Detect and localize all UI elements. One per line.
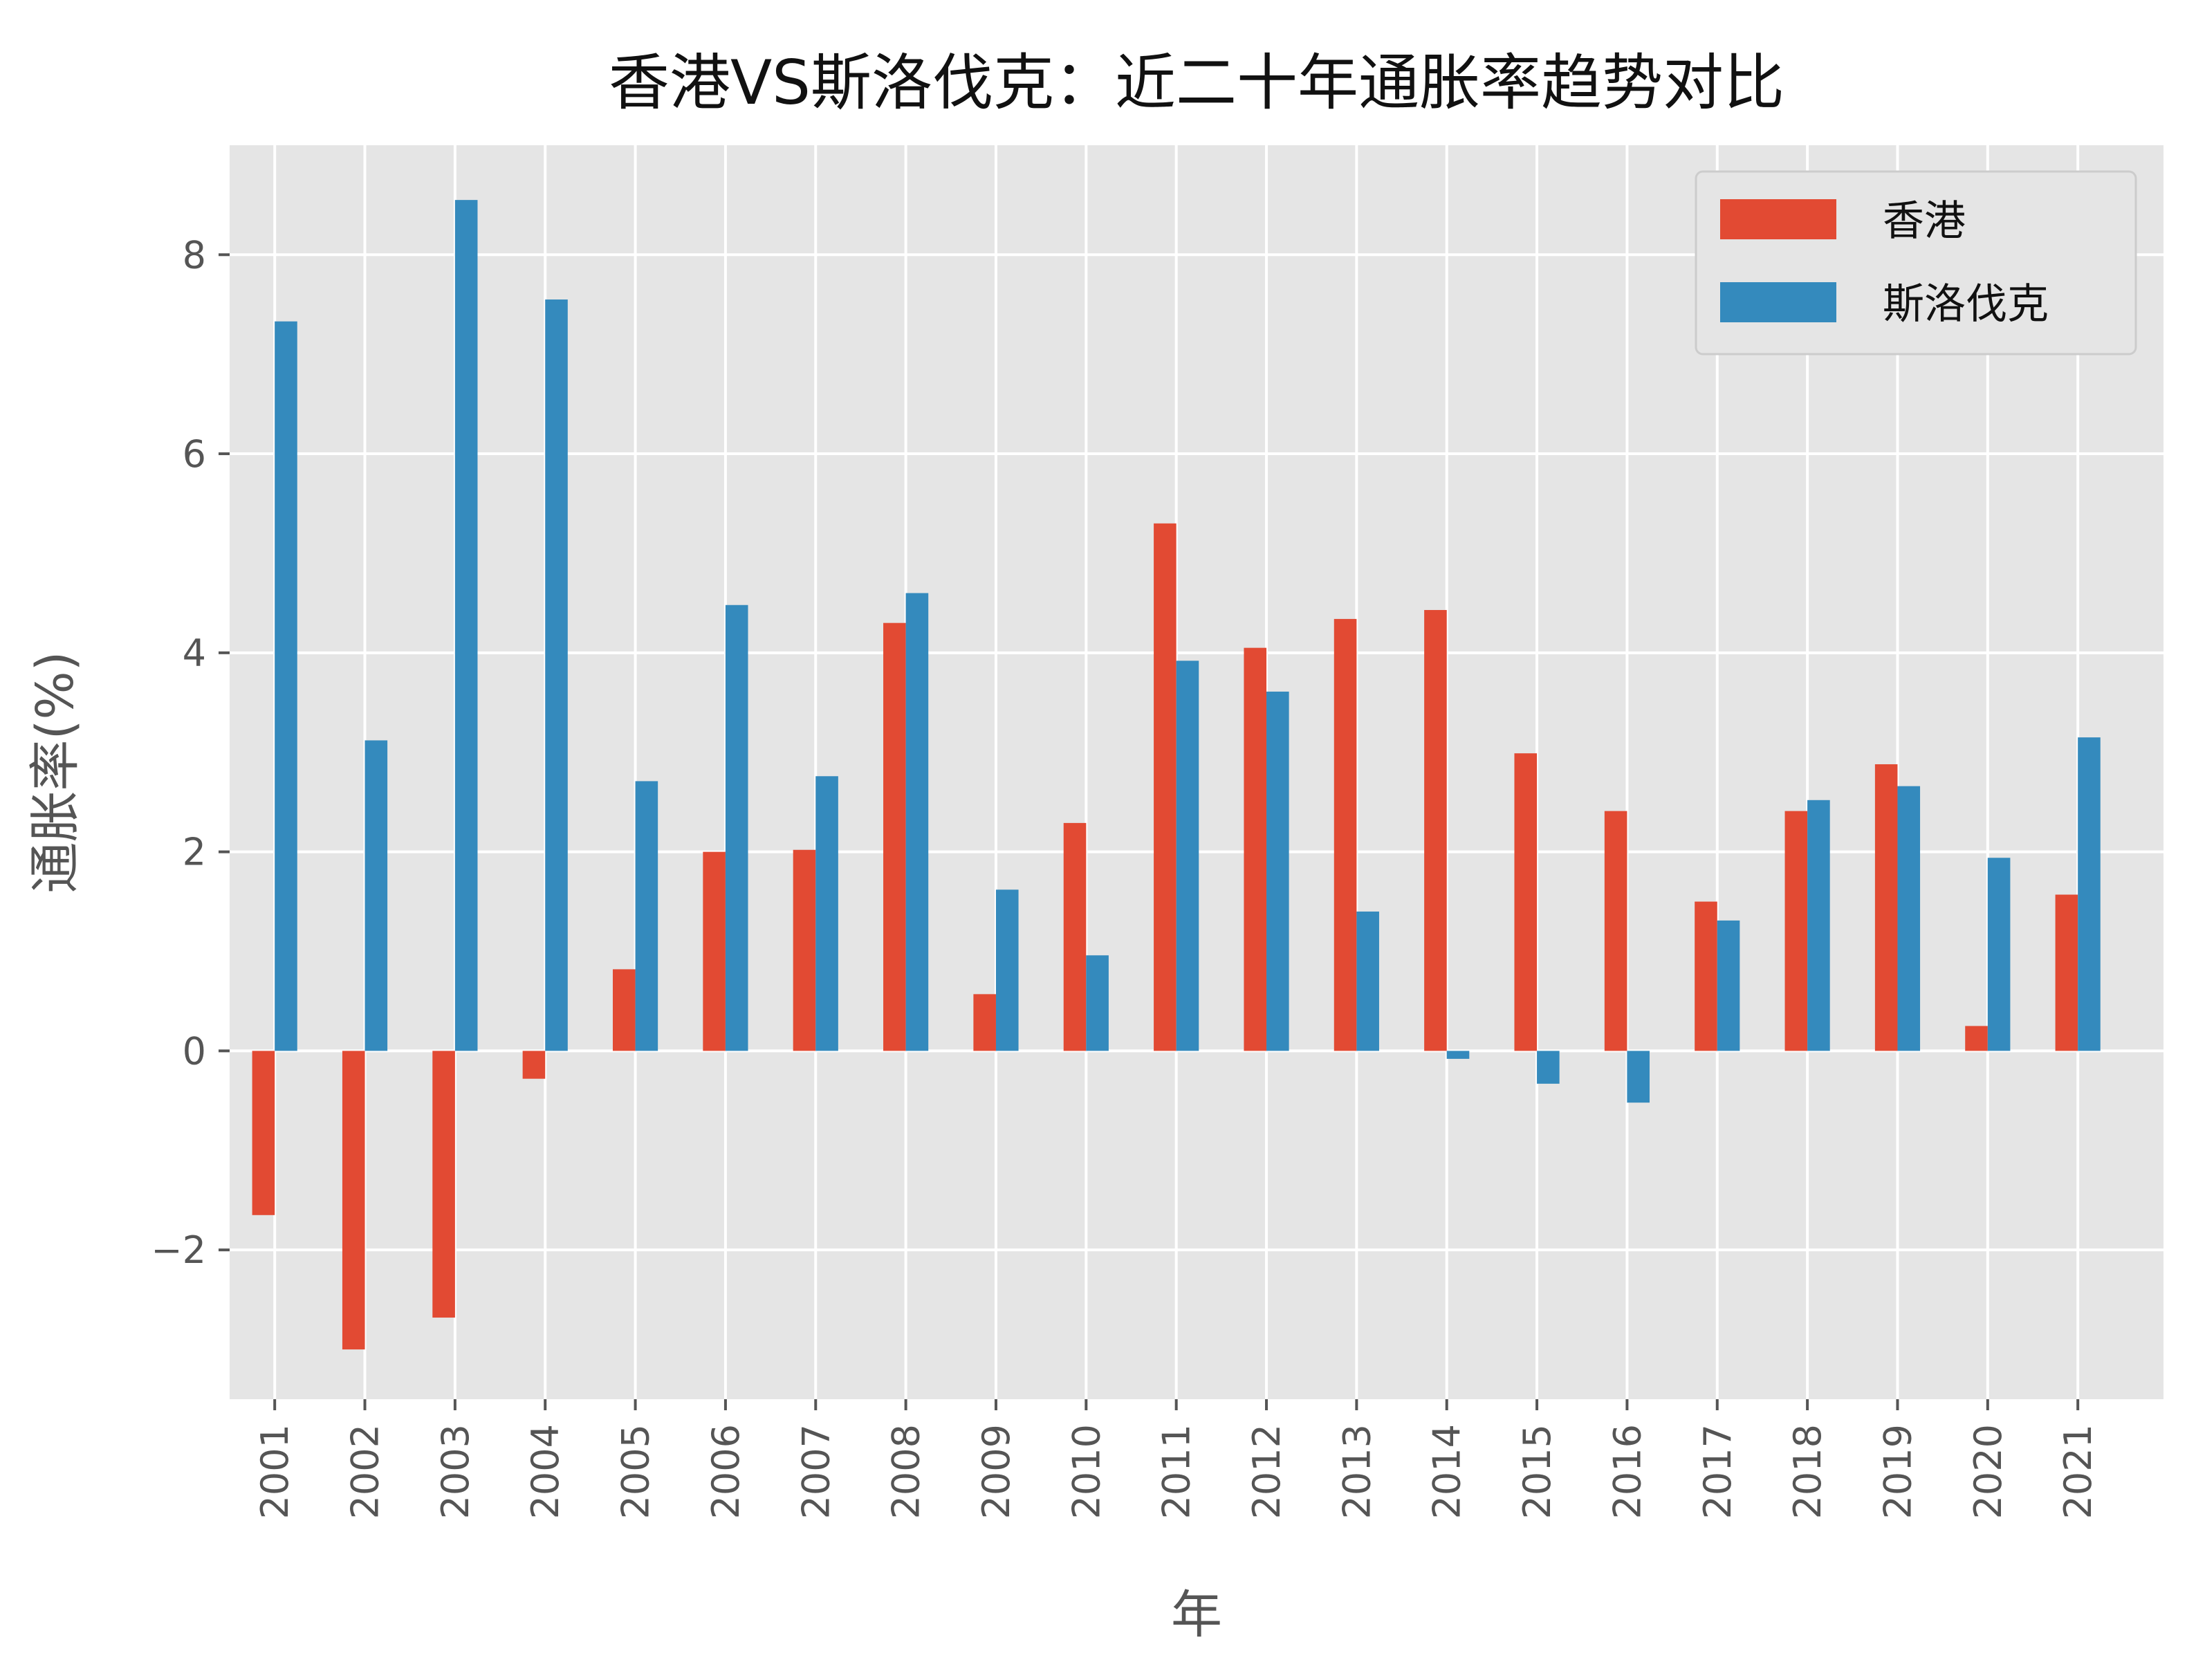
bar-slovakia bbox=[815, 776, 838, 1051]
bar-slovakia bbox=[1176, 661, 1199, 1051]
y-tick-label: 8 bbox=[183, 233, 206, 277]
bar-slovakia bbox=[275, 321, 297, 1051]
bar-slovakia bbox=[545, 299, 568, 1051]
x-tick-label: 2021 bbox=[2056, 1424, 2100, 1519]
bar-hong-kong bbox=[1784, 811, 1808, 1051]
bar-slovakia bbox=[1717, 920, 1740, 1051]
bar-slovakia bbox=[1897, 786, 1921, 1051]
legend-label-slovakia: 斯洛伐克 bbox=[1883, 280, 2049, 329]
x-tick-label: 2002 bbox=[344, 1424, 387, 1519]
legend-label-hong-kong: 香港 bbox=[1883, 197, 1966, 246]
x-tick-label: 2005 bbox=[614, 1424, 658, 1519]
y-tick-label: 0 bbox=[183, 1029, 206, 1073]
x-tick-label: 2014 bbox=[1425, 1424, 1469, 1519]
x-tick-label: 2012 bbox=[1245, 1424, 1289, 1519]
y-tick-label: 4 bbox=[183, 631, 206, 675]
x-tick-label: 2007 bbox=[794, 1424, 838, 1519]
bar-slovakia bbox=[1987, 858, 2011, 1051]
x-tick-label: 2016 bbox=[1605, 1424, 1649, 1519]
bar-slovakia bbox=[635, 781, 658, 1051]
bar-hong-kong bbox=[973, 994, 996, 1051]
legend-swatch-hong-kong bbox=[1720, 199, 1836, 239]
bar-slovakia bbox=[1266, 691, 1289, 1051]
x-tick-label: 2015 bbox=[1515, 1424, 1559, 1519]
bar-hong-kong bbox=[1244, 647, 1267, 1051]
x-tick-label: 2013 bbox=[1335, 1424, 1378, 1519]
bar-hong-kong bbox=[1154, 523, 1177, 1051]
x-axis-label: 年 bbox=[1171, 1585, 1222, 1645]
x-tick-label: 2008 bbox=[885, 1424, 928, 1519]
y-axis-label: 通胀率(%) bbox=[26, 651, 85, 893]
bar-slovakia bbox=[995, 889, 1019, 1051]
bar-hong-kong bbox=[1063, 822, 1087, 1051]
bar-slovakia bbox=[365, 740, 388, 1051]
bar-hong-kong bbox=[793, 849, 816, 1051]
x-tick-label: 2019 bbox=[1876, 1424, 1919, 1519]
x-tick-label: 2010 bbox=[1064, 1424, 1108, 1519]
bar-hong-kong bbox=[1874, 764, 1898, 1051]
bar-slovakia bbox=[1627, 1051, 1650, 1103]
bar-hong-kong bbox=[432, 1051, 455, 1318]
bar-hong-kong bbox=[522, 1051, 546, 1079]
bar-slovakia bbox=[1356, 911, 1379, 1051]
bar-hong-kong bbox=[1965, 1026, 1988, 1051]
x-tick-label: 2020 bbox=[1966, 1424, 2010, 1519]
bar-slovakia bbox=[905, 593, 929, 1051]
bar-slovakia bbox=[1446, 1051, 1470, 1059]
bar-hong-kong bbox=[2055, 894, 2078, 1051]
bar-slovakia bbox=[1086, 955, 1109, 1051]
x-tick-label: 2006 bbox=[704, 1424, 748, 1519]
bar-slovakia bbox=[1537, 1051, 1560, 1084]
x-tick-label: 2001 bbox=[253, 1424, 297, 1519]
x-tick-label: 2009 bbox=[975, 1424, 1018, 1519]
x-tick-label: 2003 bbox=[434, 1424, 477, 1519]
x-tick-label: 2004 bbox=[524, 1424, 567, 1519]
bar-slovakia bbox=[1807, 800, 1830, 1051]
bar-hong-kong bbox=[1334, 618, 1357, 1051]
bar-hong-kong bbox=[342, 1051, 365, 1350]
bar-slovakia bbox=[725, 604, 748, 1051]
bar-hong-kong bbox=[1695, 901, 1717, 1051]
bar-slovakia bbox=[454, 200, 478, 1051]
legend: 香港 斯洛伐克 bbox=[1695, 170, 2137, 356]
chart-title: 香港VS斯洛伐克：近二十年通胀率趋势对比 bbox=[609, 47, 1784, 118]
axis-ticks: −2 0 2 4 6 8 2001 2002 2003 2004 2005 2006 2007 2008 2… bbox=[151, 233, 2100, 1519]
bar-hong-kong bbox=[883, 622, 906, 1051]
y-tick-label: 6 bbox=[183, 432, 206, 476]
y-tick-label: 2 bbox=[183, 831, 206, 874]
x-tick-label: 2017 bbox=[1696, 1424, 1740, 1519]
bar-hong-kong bbox=[1514, 753, 1538, 1051]
bar-hong-kong bbox=[612, 969, 636, 1051]
x-tick-label: 2011 bbox=[1155, 1424, 1199, 1519]
y-tick-label: −2 bbox=[151, 1228, 206, 1272]
bar-hong-kong bbox=[703, 851, 726, 1051]
x-tick-label: 2018 bbox=[1786, 1424, 1829, 1519]
bar-hong-kong bbox=[252, 1051, 275, 1215]
bar-hong-kong bbox=[1604, 811, 1627, 1051]
bar-hong-kong bbox=[1424, 609, 1447, 1051]
bars bbox=[252, 200, 2101, 1350]
bar-slovakia bbox=[2078, 737, 2101, 1051]
legend-swatch-slovakia bbox=[1720, 282, 1836, 322]
